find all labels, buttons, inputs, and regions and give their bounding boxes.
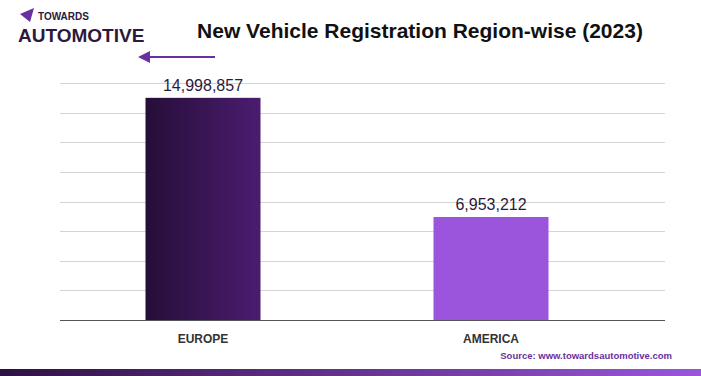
logo-text: AUTOMOTIVE bbox=[18, 25, 144, 46]
logo-text: TOWARDS bbox=[38, 11, 89, 22]
chart: TOWARDS AUTOMOTIVE New Vehicle Registratio… bbox=[0, 0, 701, 376]
data-label: 6,953,212 bbox=[455, 196, 526, 213]
bar bbox=[434, 217, 549, 320]
logo-icon bbox=[20, 8, 34, 22]
arrow-head bbox=[138, 51, 150, 63]
arrow-line bbox=[146, 56, 215, 58]
bottom-strip bbox=[0, 369, 701, 376]
grid-line bbox=[60, 320, 665, 321]
data-label: 14,998,857 bbox=[163, 77, 243, 94]
bars bbox=[146, 98, 549, 320]
bar bbox=[146, 98, 261, 320]
category-label: AMERICA bbox=[463, 332, 519, 346]
category-label: EUROPE bbox=[178, 332, 229, 346]
source: Source: www.towardsautomotive.com bbox=[500, 350, 672, 361]
grid-line bbox=[60, 83, 665, 84]
title: New Vehicle Registration Region-wise (20… bbox=[197, 19, 643, 42]
